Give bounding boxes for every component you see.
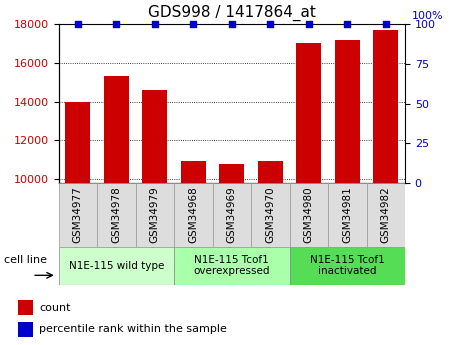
Text: percentile rank within the sample: percentile rank within the sample — [39, 325, 227, 334]
Title: GDS998 / 1417864_at: GDS998 / 1417864_at — [148, 5, 316, 21]
Bar — [335, 40, 360, 183]
Text: GSM34979: GSM34979 — [150, 186, 160, 243]
Bar — [328, 183, 366, 247]
Bar — [289, 247, 405, 285]
Bar — [58, 183, 97, 247]
Text: GSM34980: GSM34980 — [304, 186, 314, 243]
Text: GSM34981: GSM34981 — [342, 186, 352, 243]
Bar — [135, 183, 174, 247]
Bar — [296, 42, 321, 183]
Point — [382, 21, 389, 27]
Text: N1E-115 Tcof1
inactivated: N1E-115 Tcof1 inactivated — [310, 255, 385, 276]
Bar — [373, 30, 398, 183]
Point — [74, 21, 81, 27]
Text: count: count — [39, 303, 70, 313]
Bar — [174, 247, 289, 285]
Bar — [58, 247, 174, 285]
Point — [305, 21, 312, 27]
Point — [151, 21, 158, 27]
Point — [267, 21, 274, 27]
Bar — [142, 90, 167, 183]
Bar — [97, 183, 135, 247]
Text: GSM34977: GSM34977 — [73, 186, 83, 243]
Text: GSM34978: GSM34978 — [111, 186, 121, 243]
Bar — [289, 183, 328, 247]
Text: N1E-115 wild type: N1E-115 wild type — [68, 261, 164, 270]
Text: N1E-115 Tcof1
overexpressed: N1E-115 Tcof1 overexpressed — [194, 255, 270, 276]
Bar — [258, 160, 283, 183]
Bar — [251, 183, 289, 247]
Text: GSM34982: GSM34982 — [381, 186, 391, 243]
Text: GSM34968: GSM34968 — [188, 186, 198, 243]
Text: cell line: cell line — [4, 256, 48, 265]
Point — [344, 21, 351, 27]
Bar — [366, 183, 405, 247]
Text: GSM34969: GSM34969 — [227, 186, 237, 243]
Bar — [18, 322, 32, 337]
Bar — [18, 300, 32, 315]
Bar — [212, 183, 251, 247]
Text: GSM34970: GSM34970 — [265, 186, 275, 243]
Point — [228, 21, 235, 27]
Bar — [104, 76, 129, 183]
Bar — [65, 101, 90, 183]
Text: 100%: 100% — [412, 11, 444, 21]
Bar — [219, 165, 244, 183]
Point — [189, 21, 197, 27]
Bar — [174, 183, 212, 247]
Bar — [181, 160, 206, 183]
Point — [112, 21, 120, 27]
